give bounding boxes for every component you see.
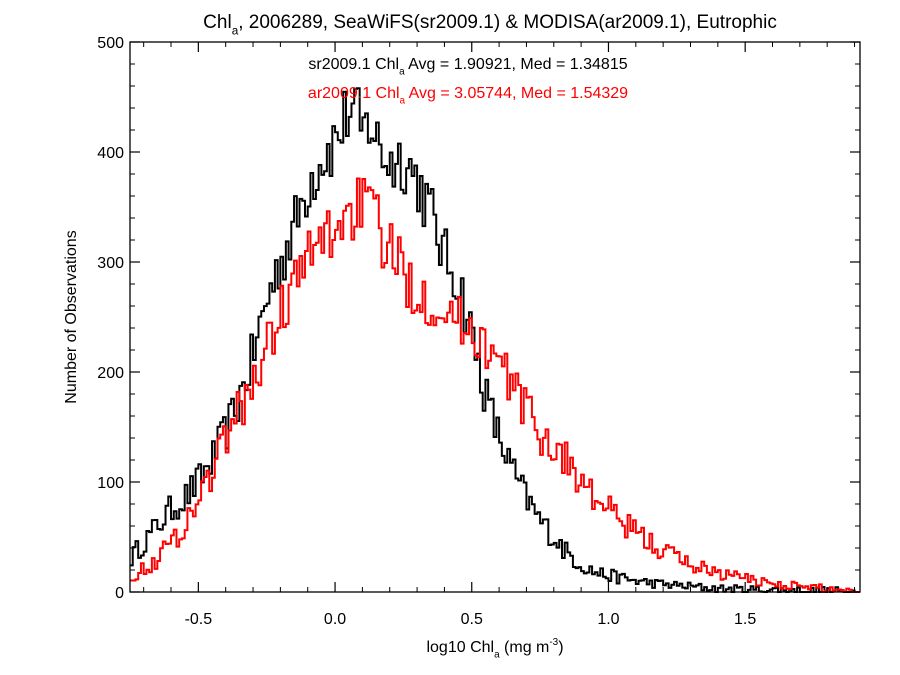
x-tick-label: 1.0 [597,611,619,628]
chart-title: Chla, 2006289, SeaWiFS(sr2009.1) & MODIS… [203,12,777,38]
plot-frame [129,41,861,593]
text-layer: -0.5 0.0 0.5 1.0 1.5 0 100 200 300 400 500 Chla, 20… [63,12,777,661]
legend-entry-0: sr2009.1 Chla Avg = 1.90921, Med = 1.348… [308,56,627,78]
series-line-1 [130,177,860,593]
y-tick-label: 300 [97,255,124,272]
x-tick-label: 1.5 [734,611,756,628]
legend-entry-1: ar2009.1 Chla Avg = 3.05744, Med = 1.543… [308,85,628,107]
series-line-0 [130,87,860,593]
y-axis-label: Number of Observations [63,230,80,403]
axes-layer [130,41,860,593]
y-tick-label: 400 [97,145,124,162]
y-tick-label: 200 [97,365,124,382]
x-tick-label: 0.0 [324,611,346,628]
y-tick-label: 500 [97,35,124,52]
x-tick-label: 0.5 [461,611,483,628]
y-tick-label: 100 [97,475,124,492]
series-layer [130,87,860,593]
x-axis-label: log10 Chla (mg m-3) [426,637,563,661]
y-tick-label: 0 [115,585,124,602]
x-tick-label: -0.5 [185,611,213,628]
